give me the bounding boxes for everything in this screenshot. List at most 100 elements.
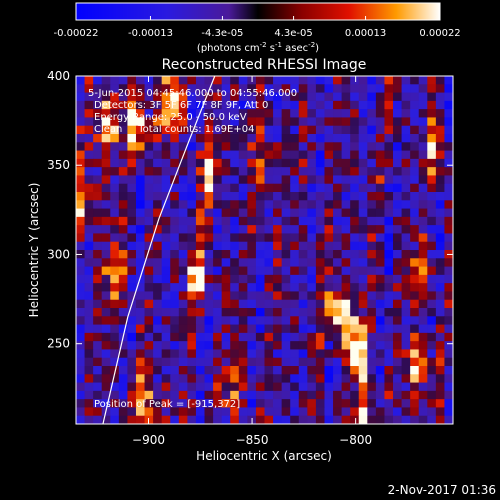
heatmap-cell — [384, 134, 394, 143]
heatmap-cell — [195, 150, 205, 160]
heatmap-cell — [324, 283, 334, 292]
heatmap-cell — [367, 357, 377, 367]
heatmap-cell — [418, 109, 428, 118]
heatmap-cell — [384, 274, 394, 284]
heatmap-cell — [255, 332, 265, 342]
heatmap-cell — [127, 274, 137, 284]
heatmap-cell — [264, 274, 274, 284]
heatmap-cell — [153, 92, 163, 102]
heatmap-cell — [315, 109, 325, 118]
heatmap-cell — [247, 382, 257, 392]
heatmap-cell — [144, 399, 154, 408]
heatmap-cell — [435, 349, 445, 359]
heatmap-cell — [221, 100, 231, 110]
heatmap-cell — [93, 357, 103, 367]
heatmap-cell — [333, 167, 343, 176]
heatmap-cell — [333, 357, 343, 367]
heatmap-cell — [76, 274, 85, 284]
heatmap-cell — [221, 158, 231, 168]
heatmap-cell — [307, 390, 317, 400]
heatmap-cell — [341, 109, 351, 118]
heatmap-cell — [144, 225, 154, 234]
heatmap-cell — [281, 324, 291, 334]
heatmap-cell — [195, 175, 205, 185]
heatmap-cell — [384, 415, 394, 424]
heatmap-cell — [76, 399, 85, 408]
heatmap-cell — [401, 341, 411, 350]
heatmap-cell — [384, 316, 394, 325]
heatmap-cell — [444, 357, 453, 367]
heatmap-cell — [204, 399, 214, 408]
heatmap-cell — [393, 308, 402, 317]
heatmap-cell — [101, 208, 111, 218]
heatmap-cell — [178, 192, 188, 201]
heatmap-cell — [281, 341, 291, 350]
heatmap-cell — [410, 349, 420, 359]
heatmap-cell — [341, 291, 351, 301]
heatmap-cell — [393, 109, 402, 118]
heatmap-cell — [221, 216, 231, 226]
heatmap-cell — [204, 142, 214, 151]
heatmap-cell — [247, 233, 257, 243]
heatmap-cell — [118, 283, 128, 292]
heatmap-cell — [384, 357, 394, 367]
heatmap-cell — [324, 200, 334, 209]
heatmap-cell — [290, 407, 300, 417]
heatmap-cell — [333, 258, 343, 267]
heatmap-cell — [435, 125, 445, 135]
heatmap-cell — [101, 274, 111, 284]
heatmap-cell — [367, 175, 377, 185]
heatmap-cell — [264, 167, 274, 176]
heatmap-cell — [418, 150, 428, 160]
heatmap-cell — [255, 134, 265, 143]
heatmap-cell — [367, 84, 377, 93]
heatmap-cell — [187, 324, 197, 334]
heatmap-cell — [170, 390, 180, 400]
heatmap-cell — [333, 100, 343, 110]
heatmap-cell — [76, 415, 85, 424]
heatmap-cell — [76, 332, 85, 342]
heatmap-cell — [255, 374, 265, 383]
heatmap-cell — [427, 150, 437, 160]
heatmap-cell — [118, 192, 128, 201]
heatmap-cell — [204, 192, 214, 201]
heatmap-cell — [307, 142, 317, 151]
heatmap-cell — [213, 158, 223, 168]
heatmap-cell — [393, 200, 402, 209]
heatmap-cell — [93, 158, 103, 168]
heatmap-cell — [170, 192, 180, 201]
heatmap-cell — [161, 150, 171, 160]
heatmap-cell — [290, 374, 300, 383]
heatmap-cell — [118, 216, 128, 226]
heatmap-cell — [93, 299, 103, 309]
heatmap-cell — [435, 216, 445, 226]
heatmap-cell — [418, 308, 428, 317]
heatmap-cell — [161, 308, 171, 317]
heatmap-cell — [76, 308, 85, 317]
render-timestamp: 2-Nov-2017 01:36 — [388, 483, 496, 497]
heatmap-cell — [238, 134, 248, 143]
heatmap-cell — [127, 399, 137, 408]
heatmap-cell — [401, 117, 411, 127]
heatmap-cell — [84, 349, 94, 359]
heatmap-cell — [264, 399, 274, 408]
heatmap-cell — [93, 266, 103, 276]
heatmap-cell — [384, 241, 394, 251]
heatmap-cell — [221, 374, 231, 383]
heatmap-cell — [350, 175, 360, 185]
heatmap-cell — [410, 241, 420, 251]
heatmap-cell — [410, 266, 420, 276]
heatmap-cell — [110, 308, 120, 317]
heatmap-cell — [93, 200, 103, 209]
heatmap-cell — [410, 366, 420, 375]
heatmap-cell — [324, 266, 334, 276]
heatmap-cell — [435, 299, 445, 309]
heatmap-cell — [247, 407, 257, 417]
heatmap-cell — [384, 167, 394, 176]
heatmap-cell — [393, 208, 402, 218]
heatmap-cell — [315, 134, 325, 143]
heatmap-cell — [230, 332, 240, 342]
heatmap-cell — [93, 109, 103, 118]
heatmap-cell — [135, 216, 145, 226]
heatmap-cell — [384, 76, 394, 85]
